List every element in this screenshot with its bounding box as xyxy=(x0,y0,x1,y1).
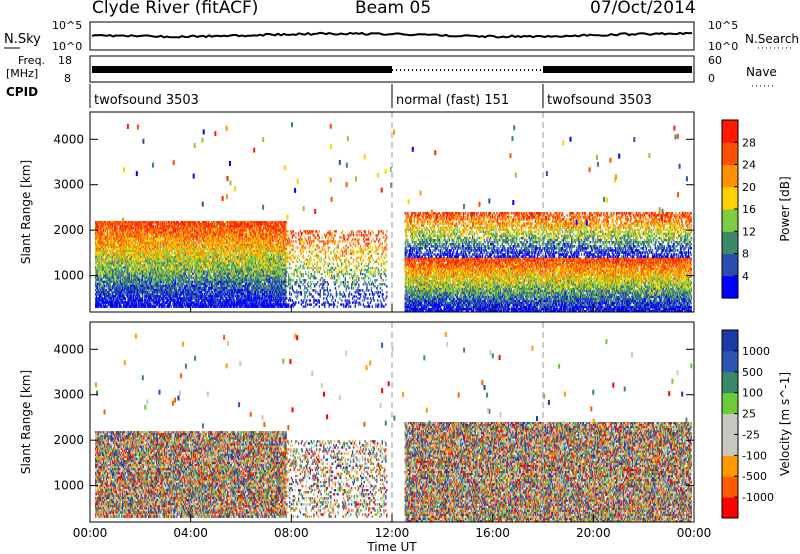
heatmap-cell xyxy=(117,305,118,308)
noise-panel: N.Sky 10^5 10^0 10^5 10^0 N.Search xyxy=(4,19,799,53)
freq-left-tick-bottom: 8 xyxy=(64,72,71,85)
freq-panel: Freq. [MHz] 18 8 60 0 Nave xyxy=(6,54,777,86)
nave-label: Nave xyxy=(746,65,777,79)
noise-sky-line xyxy=(92,33,692,38)
cpid-label: CPID xyxy=(6,85,38,99)
noise-left-tick-top: 10^5 xyxy=(52,19,82,32)
rti-figure: N.Sky 10^5 10^0 10^5 10^0 N.Search Freq.… xyxy=(0,0,800,554)
freq-bar-b xyxy=(543,66,692,73)
cpid-panel: CPID twofsound 3503 normal (fast) 151 twof… xyxy=(6,84,652,108)
noise-right-tick-bottom: 10^0 xyxy=(708,40,738,53)
noise-right-label: N.Search xyxy=(745,32,799,46)
freq-left-label-1: Freq. xyxy=(18,54,45,67)
freq-right-tick-bottom: 0 xyxy=(708,72,715,85)
freq-left-tick-top: 18 xyxy=(58,54,72,67)
noise-left-label: N.Sky xyxy=(4,32,41,47)
cpid-segment-label: normal (fast) 151 xyxy=(396,93,509,108)
freq-right-tick-top: 60 xyxy=(708,54,722,67)
cpid-segment-label: twofsound 3503 xyxy=(547,93,652,108)
noise-right-tick-top: 10^5 xyxy=(708,19,738,32)
noise-left-tick-bottom: 10^0 xyxy=(52,40,82,53)
freq-left-label-2: [MHz] xyxy=(6,67,38,80)
freq-bar-a xyxy=(92,66,392,73)
cpid-segment-label: twofsound 3503 xyxy=(94,93,199,108)
heatmap-cell xyxy=(101,305,102,308)
